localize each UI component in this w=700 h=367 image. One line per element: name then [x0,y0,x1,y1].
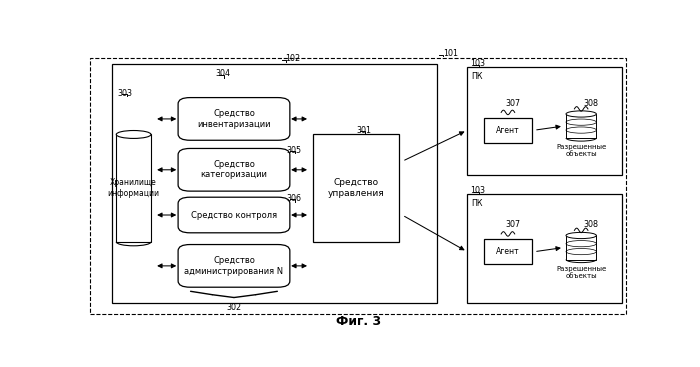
Text: Средство
инвентаризации: Средство инвентаризации [197,109,271,128]
Text: ПК: ПК [472,72,483,81]
Text: 301: 301 [356,126,371,135]
Text: Разрешенные
объекты: Разрешенные объекты [556,266,606,279]
Text: 307: 307 [505,221,520,229]
Text: 102: 102 [286,54,300,63]
Polygon shape [566,236,596,259]
Text: 103: 103 [470,59,485,68]
Text: 306: 306 [286,193,301,203]
Text: 307: 307 [505,99,520,108]
Ellipse shape [116,131,151,138]
Text: Разрешенные
объекты: Разрешенные объекты [556,144,606,157]
Ellipse shape [566,111,596,117]
FancyBboxPatch shape [178,98,290,140]
Polygon shape [116,134,151,242]
Text: Агент: Агент [496,247,519,256]
Text: 101: 101 [443,50,458,58]
Text: Средство
управления: Средство управления [328,178,384,198]
Text: 302: 302 [226,303,241,312]
Bar [468,67,622,175]
Bar [484,117,532,143]
Text: Агент: Агент [496,126,519,135]
Bar [112,64,438,303]
Text: 103: 103 [470,186,485,196]
Polygon shape [566,114,596,138]
Text: 308: 308 [584,99,599,108]
Text: Средство
администрирования N: Средство администрирования N [184,256,284,276]
FancyBboxPatch shape [178,244,290,287]
Text: 304: 304 [215,69,230,78]
Text: 305: 305 [286,145,301,155]
Bar [484,239,532,265]
FancyBboxPatch shape [178,197,290,233]
Text: Хранилище
информации: Хранилище информации [108,178,160,198]
FancyBboxPatch shape [178,149,290,191]
Text: Средство контроля: Средство контроля [191,211,277,219]
Text: ПК: ПК [472,200,483,208]
Text: Средство
категоризации: Средство категоризации [200,160,267,179]
Bar [468,194,622,303]
Text: 303: 303 [118,89,132,98]
Text: 308: 308 [584,221,599,229]
Ellipse shape [566,232,596,239]
Bar [313,134,400,242]
Text: Фиг. 3: Фиг. 3 [336,315,382,328]
